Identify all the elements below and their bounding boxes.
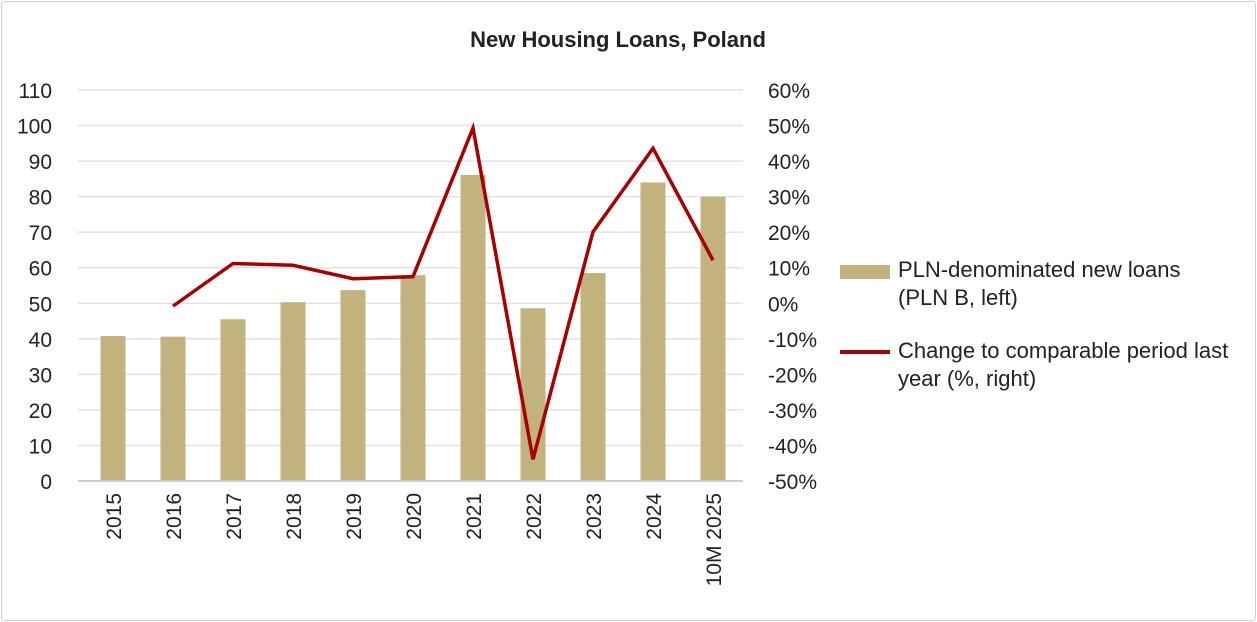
right-tick-label: -50%	[768, 471, 817, 494]
x-tick-label: 2024	[643, 493, 666, 540]
left-tick-label: 40	[29, 329, 52, 352]
right-tick-label: -10%	[768, 329, 817, 352]
legend-label: Change to comparable period last	[898, 338, 1229, 363]
x-tick-label: 2019	[343, 493, 366, 540]
x-tick-label: 2016	[163, 493, 186, 540]
left-tick-label: 110	[19, 80, 52, 103]
x-tick-label: 2022	[523, 493, 546, 540]
legend-label: year (%, right)	[898, 366, 1037, 391]
left-tick-label: 50	[29, 293, 52, 316]
bar	[640, 182, 666, 481]
legend-swatch-line	[840, 350, 890, 354]
right-tick-label: 30%	[768, 187, 810, 210]
right-tick-label: -30%	[768, 400, 817, 423]
chart-title: New Housing Loans, Poland	[470, 27, 766, 52]
left-tick-label: 0	[40, 471, 52, 494]
legend-label: PLN-denominated new loans	[898, 257, 1181, 282]
legend-swatch-bars	[840, 265, 890, 279]
right-tick-label: 60%	[768, 80, 810, 103]
left-tick-label: 60	[29, 258, 52, 281]
x-tick-label: 2023	[583, 493, 606, 540]
left-tick-label: 70	[29, 222, 52, 245]
left-tick-label: 10	[29, 435, 52, 458]
bar	[160, 336, 186, 481]
left-tick-label: 30	[29, 364, 52, 387]
right-tick-label: 10%	[768, 258, 810, 281]
x-tick-label: 2018	[283, 493, 306, 540]
line-series	[171, 121, 715, 460]
x-tick-label: 2021	[463, 493, 486, 540]
x-tick-label: 2020	[403, 493, 426, 540]
right-tick-label: 50%	[768, 116, 810, 139]
bar	[460, 174, 486, 481]
left-tick-label: 20	[29, 400, 52, 423]
bar	[340, 290, 366, 481]
legend-label: (PLN B, left)	[898, 285, 1018, 310]
bar	[400, 275, 426, 481]
x-tick-label: 2017	[223, 493, 246, 540]
left-tick-label: 90	[29, 151, 52, 174]
right-tick-label: 40%	[768, 151, 810, 174]
bar	[700, 196, 726, 482]
x-tick-label: 2015	[103, 493, 126, 540]
bar	[220, 319, 246, 481]
right-tick-label: 0%	[768, 293, 798, 316]
bar	[280, 302, 306, 481]
bar	[100, 335, 126, 481]
right-tick-label: -40%	[768, 435, 817, 458]
x-tick-label: 10M 2025	[703, 493, 726, 586]
left-tick-label: 80	[29, 187, 52, 210]
bar	[580, 273, 606, 481]
left-tick-label: 100	[17, 116, 52, 139]
right-tick-label: -20%	[768, 364, 817, 387]
right-tick-label: 20%	[768, 222, 810, 245]
